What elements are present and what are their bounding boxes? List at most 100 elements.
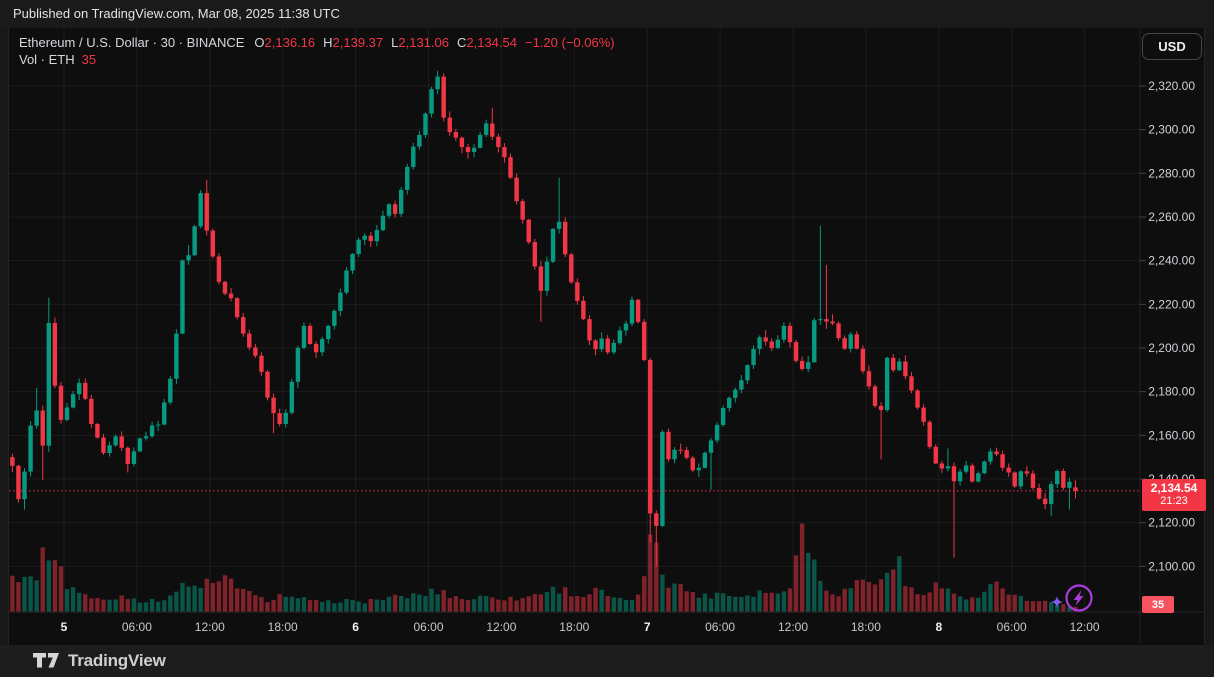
price-tick-label: 2,220.00 (1148, 297, 1195, 311)
volume-bar (660, 574, 665, 612)
volume-bar (332, 603, 337, 612)
price-tick-label: 2,240.00 (1148, 254, 1195, 268)
volume-bar (751, 596, 756, 612)
candle (319, 339, 325, 353)
volume-bar (453, 596, 459, 612)
footer-bar: TradingView (0, 645, 1214, 677)
candle (769, 341, 774, 349)
volume-bar (149, 598, 155, 612)
candle (1036, 487, 1042, 499)
volume-bar (174, 591, 179, 612)
candle (186, 255, 191, 261)
volume-bar (799, 523, 805, 612)
candle (1067, 481, 1072, 488)
candle (599, 338, 604, 350)
ohlc-low: L2,131.06 (391, 35, 449, 50)
candle (690, 457, 695, 471)
candle (143, 436, 149, 439)
candle (884, 357, 890, 411)
volume-bar (927, 592, 932, 612)
volume-bar (611, 597, 616, 612)
volume-bar (350, 599, 355, 612)
volume-bar (398, 596, 404, 612)
volume-bar (1030, 601, 1036, 612)
volume-bar (848, 588, 853, 612)
time-tick-label: 12:00 (778, 620, 808, 634)
candle (210, 230, 216, 257)
candle (818, 319, 823, 321)
candle (222, 281, 228, 294)
candle (854, 334, 859, 349)
time-tick-label: 06:00 (997, 620, 1027, 634)
time-axis[interactable]: 5 06:00 12:00 18:00 6 06:00 12:00 18:00 7 06:00 12… (61, 620, 1100, 634)
candle (1018, 471, 1024, 487)
volume-bar (745, 595, 750, 612)
volume-bar (368, 598, 373, 612)
volume-bar (562, 587, 568, 612)
volume-bar (781, 591, 787, 612)
candle (666, 431, 671, 460)
volume-bar (95, 597, 100, 612)
volume-bar (192, 585, 197, 612)
volume-bar (842, 588, 847, 612)
volume-bar (550, 586, 556, 612)
volume-bar (666, 587, 671, 612)
price-chart[interactable]: 2,320.00 2,300.00 2,280.00 2,260.00 2,240.00… (9, 28, 1204, 643)
lightning-bolt-icon (1073, 590, 1084, 606)
volume-bar (556, 593, 562, 612)
volume-bar (526, 596, 531, 612)
candle (994, 451, 999, 455)
candle (113, 436, 118, 446)
candle (441, 76, 446, 118)
candle (234, 298, 240, 318)
volume-bar (496, 599, 501, 612)
volume-bar (113, 599, 118, 612)
candle (326, 325, 331, 340)
volume-bar (10, 575, 15, 612)
candle (1000, 454, 1005, 468)
candle (1055, 470, 1060, 485)
tradingview-logo[interactable]: TradingView (33, 651, 166, 671)
candle (878, 405, 884, 411)
volume-bar (818, 580, 823, 612)
volume-bar (727, 595, 732, 612)
candle (544, 261, 550, 291)
candle (350, 254, 355, 271)
flash-icon[interactable] (1047, 578, 1093, 616)
volume-bar (46, 560, 52, 612)
published-text: Published on TradingView.com, Mar 08, 20… (13, 6, 340, 21)
candle (283, 412, 288, 424)
candle (696, 467, 702, 471)
candle (836, 323, 841, 339)
volume-bar (186, 586, 191, 612)
candle (793, 342, 799, 361)
candle (915, 390, 920, 408)
volume-bar (319, 601, 325, 612)
volume-bar (836, 596, 841, 612)
candle (970, 465, 975, 482)
candle (897, 361, 902, 371)
price-tick-label: 2,160.00 (1148, 428, 1195, 442)
volume-value: 35 (81, 52, 97, 67)
volume-bar (793, 555, 799, 612)
volume-bar (259, 597, 264, 612)
volume-bar (374, 599, 380, 612)
flash-circle (1065, 584, 1093, 612)
candle (569, 254, 574, 283)
volume-bar (162, 600, 167, 612)
time-tick-label: 18:00 (268, 620, 298, 634)
candle (733, 389, 738, 398)
candle (192, 226, 197, 256)
volume-bar (617, 597, 623, 612)
volume-bar (708, 598, 714, 612)
volume-bar (933, 582, 938, 612)
volume-bar (277, 594, 282, 612)
currency-usd-button[interactable]: USD (1142, 33, 1202, 60)
candle (131, 451, 137, 464)
candle (605, 338, 610, 353)
volume-bar (702, 593, 708, 612)
volume-bar (429, 588, 434, 612)
candle (550, 228, 556, 262)
candle (356, 239, 361, 255)
candle (581, 300, 586, 320)
